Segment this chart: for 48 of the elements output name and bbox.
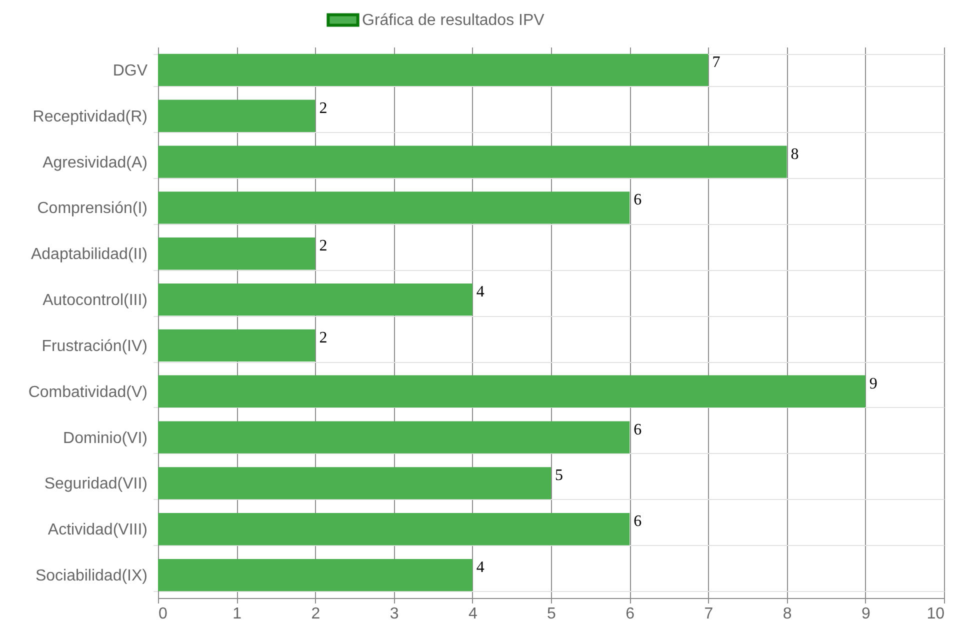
- bar: [158, 146, 787, 178]
- bar: [158, 283, 472, 316]
- y-tick-label: Actividad(VIII): [48, 522, 148, 539]
- data-label: 6: [634, 192, 642, 209]
- legend-label: Gráfica de resultados IPV: [362, 12, 545, 29]
- data-label: 5: [555, 467, 563, 484]
- y-tick-label: Receptividad(R): [32, 108, 148, 126]
- bar: [158, 375, 866, 408]
- data-label: 2: [319, 329, 328, 346]
- y-tick-label: Autocontrol(III): [42, 292, 148, 310]
- y-tick-label: Comprensión(I): [37, 200, 148, 218]
- bar: [158, 513, 630, 546]
- y-tick-label: Sociabilidad(IX): [35, 568, 148, 585]
- data-label: 6: [634, 421, 642, 438]
- bar: [158, 467, 551, 500]
- x-tick-label: 8: [782, 606, 792, 622]
- x-tick-label: 0: [158, 606, 168, 622]
- y-tick-label: Dominio(VI): [63, 430, 148, 447]
- bar: [158, 329, 316, 362]
- bar: [158, 100, 316, 132]
- bar: [158, 192, 630, 224]
- x-tick-label: 2: [311, 606, 320, 622]
- y-tick-label: Adaptabilidad(II): [30, 246, 148, 264]
- bar: [158, 238, 316, 270]
- data-label: 4: [476, 284, 484, 301]
- y-tick-label: Combatividad(V): [28, 384, 148, 401]
- x-tick-label: 7: [704, 606, 714, 622]
- bar: [158, 558, 472, 592]
- x-tick-label: 3: [390, 606, 399, 622]
- y-tick-label: Agresividad(A): [42, 154, 148, 172]
- data-label: 2: [319, 100, 328, 117]
- x-tick-label: 6: [626, 606, 635, 622]
- data-label: 8: [790, 146, 799, 163]
- data-label: 6: [634, 513, 642, 530]
- bar: [158, 421, 630, 454]
- x-tick-label: 5: [547, 606, 556, 622]
- data-label: 4: [476, 559, 484, 576]
- y-tick-label: DGV: [112, 62, 148, 80]
- x-tick-label: 10: [926, 606, 945, 622]
- x-tick-label: 9: [861, 606, 870, 622]
- x-tick-label: 4: [468, 606, 478, 622]
- y-tick-label: Frustración(IV): [42, 338, 148, 355]
- y-tick-label: Seguridad(VII): [44, 476, 148, 493]
- data-label: 2: [319, 238, 328, 255]
- data-label: 7: [712, 54, 720, 71]
- data-label: 9: [869, 375, 878, 392]
- bar: [158, 54, 708, 86]
- x-tick-label: 1: [232, 606, 242, 622]
